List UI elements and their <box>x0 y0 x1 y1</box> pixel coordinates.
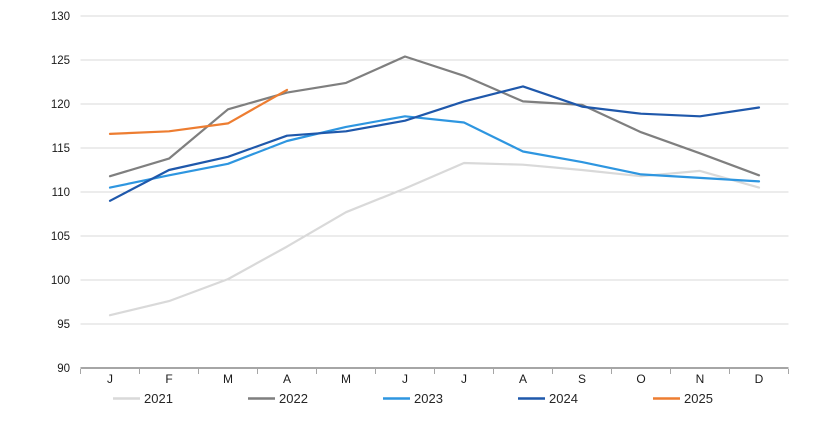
legend-item-2022: 2022 <box>248 391 308 406</box>
legend-label-2021: 2021 <box>144 391 173 406</box>
x-axis-month-label: O <box>636 372 645 386</box>
legend-item-2021: 2021 <box>113 391 173 406</box>
y-axis-tick-label: 95 <box>57 319 70 331</box>
x-axis-month-label: J <box>461 372 467 386</box>
x-axis-month-label: M <box>341 372 351 386</box>
y-axis-tick-label: 110 <box>52 187 70 199</box>
series-line-2025 <box>108 88 289 135</box>
legend-label-2025: 2025 <box>684 391 713 406</box>
x-axis-month-label: F <box>165 372 172 386</box>
legend-item-2024: 2024 <box>518 391 578 406</box>
x-axis-month-label: A <box>283 372 291 386</box>
x-axis-month-label: J <box>402 372 408 386</box>
x-axis-month-label: A <box>519 372 527 386</box>
series-line-2023 <box>108 115 761 189</box>
y-axis-tick-label: 120 <box>51 99 70 111</box>
series-line-2021 <box>108 161 761 317</box>
legend-label-2023: 2023 <box>414 391 443 406</box>
y-axis-tick-label: 90 <box>57 363 70 375</box>
y-axis-tick-label: 125 <box>51 55 70 67</box>
x-axis-month-label: M <box>223 372 233 386</box>
legend-item-2023: 2023 <box>383 391 443 406</box>
legend-label-2024: 2024 <box>549 391 578 406</box>
x-axis-month-label: D <box>755 372 764 386</box>
y-axis-tick-label: 130 <box>51 11 70 23</box>
series-line-2024 <box>108 85 761 202</box>
legend-item-2025: 2025 <box>653 391 713 406</box>
x-axis-month-label: N <box>696 372 705 386</box>
y-axis-tick-label: 105 <box>51 231 70 243</box>
series-line-2022 <box>108 55 761 178</box>
legend-label-2022: 2022 <box>279 391 308 406</box>
x-axis-month-label: S <box>578 372 586 386</box>
x-axis-month-label: J <box>107 372 113 386</box>
y-axis-tick-label: 115 <box>52 143 70 155</box>
y-axis-tick-label: 100 <box>51 275 70 287</box>
